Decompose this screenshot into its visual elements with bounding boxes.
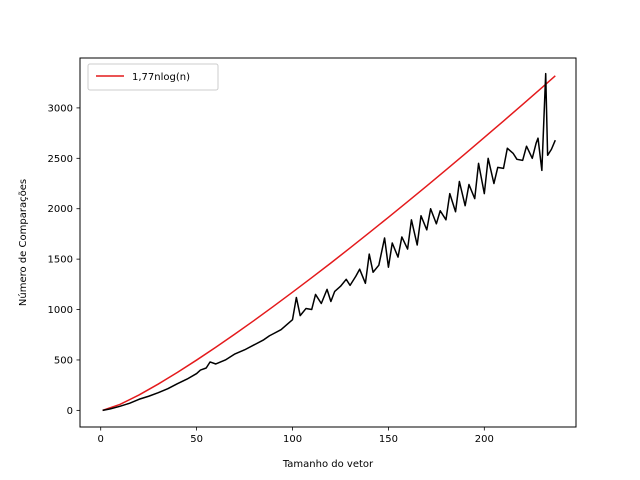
legend-label: 1,77nlog(n) [132, 72, 190, 83]
series-line-nlogn [102, 75, 556, 412]
legend-box [87, 63, 219, 91]
y-tick-label: 0 [67, 406, 73, 417]
y-tick-label: 2000 [48, 204, 73, 215]
axes-frame [79, 57, 577, 428]
x-tick-label: 100 [283, 434, 302, 445]
y-axis-label: Número de Comparações [17, 179, 29, 306]
x-tick-label: 50 [190, 434, 203, 445]
x-tick-label: 0 [98, 434, 104, 445]
series-layer [102, 72, 556, 412]
x-tick-label: 150 [379, 434, 398, 445]
y-tick-label: 3000 [48, 103, 73, 114]
legend: 1,77nlog(n) [87, 63, 219, 91]
y-axis-ticks: 0 500 1000 1500 2000 2500 3000 [48, 103, 80, 417]
y-tick-label: 1500 [48, 255, 73, 266]
series-line-comparisons [102, 72, 556, 412]
x-tick-label: 200 [475, 434, 494, 445]
x-axis-label: Tamanho do vetor [282, 459, 374, 470]
x-axis-ticks: 0 50 100 150 200 [98, 427, 494, 445]
y-tick-label: 1000 [48, 305, 73, 316]
y-tick-label: 2500 [48, 154, 73, 165]
y-tick-label: 500 [54, 355, 73, 366]
